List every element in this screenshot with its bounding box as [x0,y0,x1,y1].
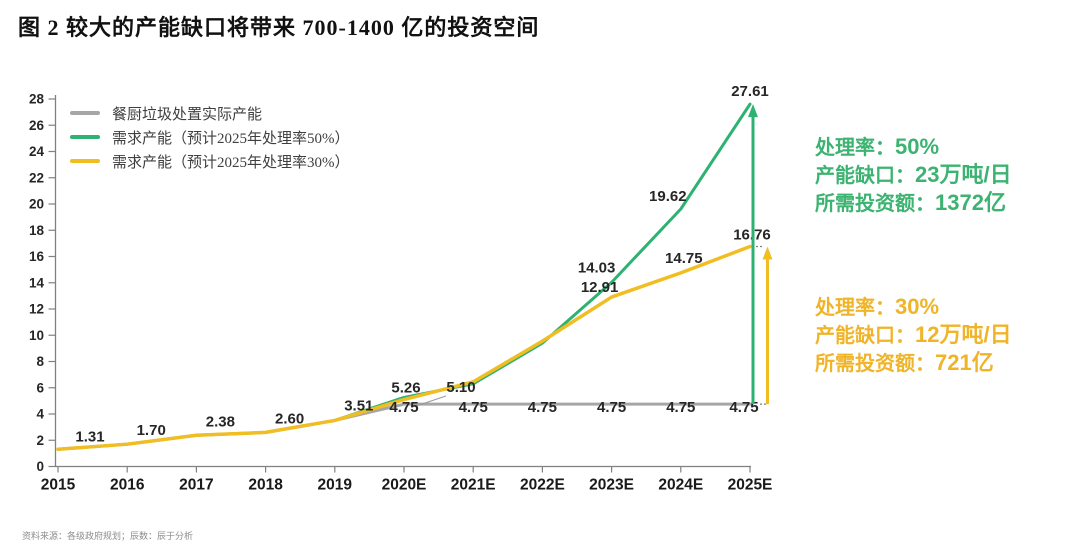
y-tick-label: 26 [29,118,45,133]
y-tick-label: 16 [29,249,45,264]
annotation-value: 12万吨/日 [915,322,1012,347]
annotation-label: 所需投资额： [815,193,935,215]
legend-item-demand-50: 需求产能（预计2025年处理率50%） [70,125,350,149]
legend-label: 需求产能（预计2025年处理率50%） [112,130,350,147]
data-label-shared-2018: 2.60 [275,410,304,427]
annotation-30pct-scenario: 处理率：30% 产能缺口：12万吨/日 所需投资额：721亿 [815,293,1075,377]
x-tick-label: 2019 [318,477,353,494]
annotation-line: 产能缺口：12万吨/日 [815,321,1075,349]
data-label-yellow-2020E: 5.10 [446,379,475,396]
y-tick-label: 20 [29,197,44,212]
data-label-gray-2024E: 4.75 [666,399,695,416]
x-tick-label: 2024E [658,477,703,494]
annotation-line: 处理率：30% [815,293,1075,321]
x-tick-label: 2023E [589,477,634,494]
x-tick-label: 2020E [382,477,427,494]
x-tick-label: 2018 [248,477,283,494]
data-label-shared-2017: 2.38 [206,413,235,430]
data-label-green-2024E: 19.62 [649,188,687,205]
annotation-line: 处理率：50% [815,133,1075,161]
legend-label: 需求产能（预计2025年处理率30%） [112,154,350,171]
label-leader-line [415,395,447,407]
gap-arrowhead-green [748,104,758,118]
x-tick-label: 2022E [520,477,565,494]
annotation-line: 所需投资额：1372亿 [815,189,1075,217]
data-label-green-2023E: 14.03 [578,259,616,276]
x-tick-label: 2017 [179,477,213,494]
data-label-gray-2022E: 4.75 [528,399,557,416]
data-label-gray-2021E: 4.75 [459,399,488,416]
x-tick-label: 2021E [451,477,496,494]
y-tick-label: 12 [29,302,44,317]
x-tick-label: 2015 [41,477,76,494]
y-tick-label: 2 [36,433,44,448]
annotation-label: 处理率： [815,137,895,159]
source-note: 资料来源：各级政府规划；辰数：辰于分析 [22,531,194,541]
legend-label: 餐厨垃圾处置实际产能 [112,106,263,123]
y-tick-label: 6 [36,380,44,395]
annotation-value: 50% [895,134,940,159]
data-label-shared-2019: 3.51 [344,397,373,414]
annotation-value: 23万吨/日 [915,162,1012,187]
y-tick-label: 14 [29,275,45,290]
gap-arrowhead-yellow [762,246,773,260]
annotation-line: 所需投资额：721亿 [815,349,1075,377]
data-label-gray-2020E: 4.75 [389,399,418,416]
data-label-shared-2016: 1.70 [137,422,166,439]
y-tick-label: 8 [36,354,44,369]
legend-swatch-green [70,135,100,139]
annotation-value: 30% [895,294,940,319]
data-label-shared-2015: 1.31 [75,428,104,445]
legend-swatch-gray [70,111,100,115]
annotation-value: 721亿 [935,350,994,375]
data-label-yellow-2023E: 12.91 [581,279,619,296]
annotation-value: 1372亿 [935,190,1006,215]
x-tick-label: 2025E [728,477,773,494]
y-tick-label: 24 [29,144,45,159]
y-tick-label: 0 [36,459,44,474]
legend-item-demand-30: 需求产能（预计2025年处理率30%） [70,149,350,173]
legend-item-actual-capacity: 餐厨垃圾处置实际产能 [70,101,350,125]
data-label-green-2020E: 5.26 [391,379,420,396]
data-label-green-2025E: 27.61 [731,83,769,100]
legend-swatch-yellow [70,159,100,163]
chart-title: 图 2 较大的产能缺口将带来 700-1400 亿的投资空间 [18,15,540,40]
annotation-label: 所需投资额： [815,353,935,375]
annotation-50pct-scenario: 处理率：50% 产能缺口：23万吨/日 所需投资额：1372亿 [815,133,1075,217]
data-label-gray-2025E: 4.75 [729,399,758,416]
x-tick-label: 2016 [110,477,145,494]
y-tick-label: 22 [29,170,44,185]
data-label-gray-2023E: 4.75 [597,399,626,416]
chart-legend: 餐厨垃圾处置实际产能 需求产能（预计2025年处理率50%） 需求产能（预计20… [70,101,350,173]
annotation-line: 产能缺口：23万吨/日 [815,161,1075,189]
y-tick-label: 10 [29,328,44,343]
series-line-yellow [56,244,752,452]
annotation-label: 处理率： [815,297,895,319]
y-tick-label: 4 [36,407,44,422]
y-tick-label: 28 [29,92,45,107]
y-tick-label: 18 [29,223,45,238]
annotation-label: 产能缺口： [815,325,915,347]
data-label-yellow-2024E: 14.75 [665,250,703,267]
annotation-label: 产能缺口： [815,165,915,187]
